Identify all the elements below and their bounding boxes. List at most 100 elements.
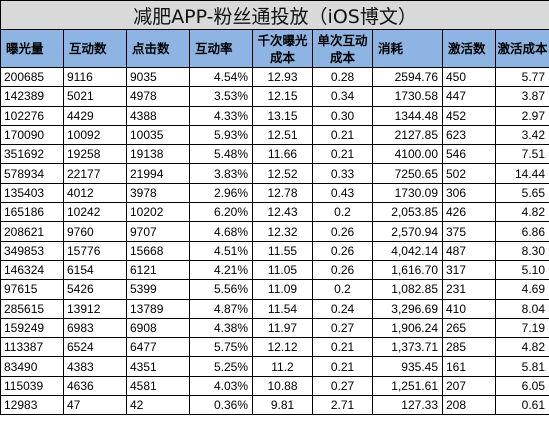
cell-interactions: 10092 [63,124,127,146]
cell-clicks: 4581 [126,375,190,397]
table-row: 349853 15776 15668 4.51% 11.55 0.26 4,042.14 48… [0,240,549,261]
cell-activations: 546 [442,144,496,165]
cell-activations: 450 [442,66,496,88]
cell-activations: 375 [442,221,496,242]
cell-interaction-rate: 4.03% [189,375,253,397]
cell-activations: 447 [442,86,496,107]
cell-cpm: 12.93 [252,66,313,88]
cell-clicks: 6477 [126,337,190,358]
table-row: 102276 4429 4388 4.33% 13.15 0.30 1344.48 452 2.… [0,105,549,126]
cell-cost-per-interaction: 0.21 [312,124,373,146]
cell-cost-per-interaction: 0.26 [312,259,373,281]
cell-interaction-rate: 4.33% [189,105,253,126]
cell-impressions: 351692 [0,144,64,165]
cell-impressions: 578934 [0,163,64,184]
cell-activations: 231 [442,279,496,300]
cell-cpm: 11.2 [252,356,313,377]
cell-cost-per-activation: 8.30 [494,240,549,261]
cell-activations: 487 [442,240,496,261]
cell-interactions: 19258 [63,144,127,165]
cell-interactions: 4429 [63,105,127,126]
cell-spend: 1730.58 [372,86,443,107]
cell-impressions: 208621 [0,221,64,242]
cell-cpm: 12.51 [252,124,313,146]
cell-activations: 623 [442,124,496,146]
cell-clicks: 5399 [126,279,190,300]
cell-spend: 2,053.85 [372,202,443,223]
cell-spend: 4,042.14 [372,240,443,261]
cell-spend: 1,251.61 [372,375,443,397]
cell-cpm: 11.66 [252,144,313,165]
cell-clicks: 9035 [126,66,190,88]
header-row: 曝光量 互动数 点击数 互动率 千次曝光成本 单次互动成本 消耗 激活数 激活成… [0,29,549,68]
cell-cpm: 11.05 [252,259,313,281]
cell-activations: 502 [442,163,496,184]
cell-cost-per-interaction: 0.26 [312,240,373,261]
cell-cost-per-activation: 7.51 [494,144,549,165]
cell-spend: 2,570.94 [372,221,443,242]
cell-cost-per-activation: 8.04 [494,298,549,319]
cell-cpm: 11.55 [252,240,313,261]
cell-cost-per-interaction: 0.26 [312,221,373,242]
cell-activations: 207 [442,375,496,397]
table-row: 208621 9760 9707 4.68% 12.32 0.26 2,570.94 375 6… [0,221,549,242]
cell-spend: 1,373.71 [372,337,443,358]
cell-interaction-rate: 3.83% [189,163,253,184]
cell-clicks: 4388 [126,105,190,126]
cell-interactions: 5021 [63,86,127,107]
cell-interactions: 9760 [63,221,127,242]
cell-cost-per-interaction: 0.30 [312,105,373,126]
cell-activations: 285 [442,337,496,358]
header-cell-clicks: 点击数 [126,29,190,68]
cell-activations: 306 [442,182,496,204]
title-row: 减肥APP-粉丝通投放（iOS博文） [0,0,549,30]
table-row: 135403 4012 3978 2.96% 12.78 0.43 1730.09 306 5.… [0,182,549,204]
table-row: 200685 9116 9035 4.54% 12.93 0.28 2594.76 450 5.… [0,66,549,88]
cell-cost-per-activation: 2.97 [494,105,549,126]
cell-interaction-rate: 5.93% [189,124,253,146]
cell-cpm: 10.88 [252,375,313,397]
cell-impressions: 170090 [0,124,64,146]
cell-interaction-rate: 5.56% [189,279,253,300]
cell-spend: 7250.65 [372,163,443,184]
cell-cost-per-interaction: 0.2 [312,279,373,300]
cell-interaction-rate: 4.87% [189,298,253,319]
cell-cost-per-interaction: 0.27 [312,375,373,397]
cell-clicks: 9707 [126,221,190,242]
table-row: 165186 10242 10202 6.20% 12.43 0.2 2,053.85 426… [0,202,549,223]
cell-impressions: 349853 [0,240,64,261]
cell-activations: 161 [442,356,496,377]
header-cell-interaction-rate: 互动率 [189,29,253,68]
header-cell-cpm: 千次曝光成本 [252,29,313,68]
cell-cost-per-interaction: 0.43 [312,182,373,204]
data-table: 减肥APP-粉丝通投放（iOS博文） 曝光量 互动数 点击数 互动率 千次曝光成… [0,0,549,416]
cell-clicks: 21994 [126,163,190,184]
cell-clicks: 4978 [126,86,190,107]
cell-interaction-rate: 2.96% [189,182,253,204]
cell-clicks: 19138 [126,144,190,165]
cell-cost-per-activation: 3.42 [494,124,549,146]
cell-activations: 426 [442,202,496,223]
cell-spend: 1,906.24 [372,317,443,339]
cell-spend: 4100.00 [372,144,443,165]
cell-cpm: 12.52 [252,163,313,184]
cell-interaction-rate: 5.48% [189,144,253,165]
cell-cost-per-activation: 5.77 [494,66,549,88]
cell-spend: 1344.48 [372,105,443,126]
cell-interaction-rate: 4.68% [189,221,253,242]
table-row: 115039 4636 4581 4.03% 10.88 0.27 1,251.61 207 6… [0,375,549,397]
cell-cost-per-interaction: 0.34 [312,86,373,107]
cell-cost-per-activation: 4.69 [494,279,549,300]
cell-impressions: 12983 [0,395,64,416]
header-cell-activations: 激活数 [442,29,496,68]
cell-activations: 452 [442,105,496,126]
cell-interaction-rate: 4.38% [189,317,253,339]
cell-impressions: 135403 [0,182,64,204]
cell-cost-per-interaction: 0.21 [312,337,373,358]
table-row: 159249 6983 6908 4.38% 11.97 0.27 1,906.24 265 7… [0,317,549,339]
cell-impressions: 165186 [0,202,64,223]
cell-cost-per-activation: 5.10 [494,259,549,281]
cell-interaction-rate: 0.36% [189,395,253,416]
cell-cost-per-interaction: 2.71 [312,395,373,416]
